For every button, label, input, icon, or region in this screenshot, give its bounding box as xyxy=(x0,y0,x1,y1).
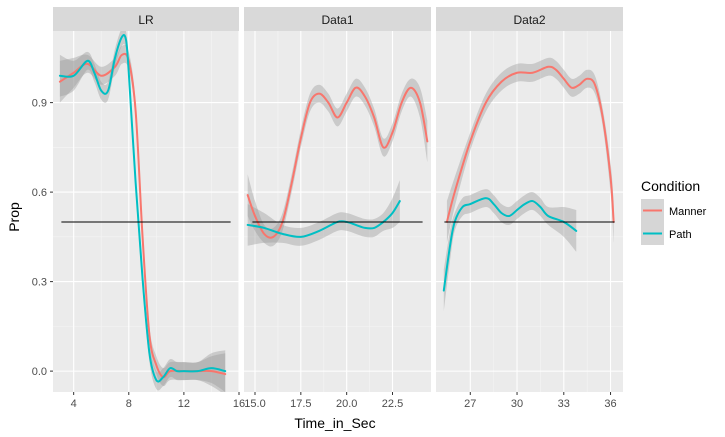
x-tick-label: 27 xyxy=(464,398,476,410)
panel-background xyxy=(244,31,431,392)
facet-strip xyxy=(244,7,431,31)
confidence-band-path xyxy=(247,180,400,246)
x-tick-label: 22.5 xyxy=(382,398,403,410)
facet-strip-label: Data2 xyxy=(513,13,545,27)
legend-entry-manner: Manner xyxy=(641,199,707,222)
y-axis-title: Prop xyxy=(6,202,22,232)
x-tick-label: 12 xyxy=(178,398,190,410)
y-tick-label: 0.3 xyxy=(32,277,47,289)
facet-strip-label: LR xyxy=(138,13,154,27)
x-tick-label: 8 xyxy=(126,398,132,410)
facet-lr: LR 4 8 12 16 xyxy=(53,7,245,410)
x-axis-title: Time_in_Sec xyxy=(294,415,375,431)
facet-panels: LR 4 8 12 16 Data1 15.0 17.5 20.0 22.5 Data2 27 30 33… xyxy=(53,7,623,410)
x-tick-label: 36 xyxy=(604,398,616,410)
y-axis: 0.0 0.3 0.6 0.9 xyxy=(32,98,53,378)
legend-label: Path xyxy=(669,229,692,241)
x-tick-label: 4 xyxy=(71,398,77,410)
panel-background xyxy=(53,31,239,392)
facet-strip xyxy=(436,7,623,31)
panel-background xyxy=(436,31,623,392)
series-line-path xyxy=(442,197,578,292)
series-group xyxy=(442,57,615,312)
x-tick-label: 33 xyxy=(558,398,570,410)
y-tick-label: 0.6 xyxy=(32,187,47,199)
x-tick-label: 16 xyxy=(233,398,245,410)
confidence-band-path xyxy=(443,189,577,312)
y-tick-label: 0.0 xyxy=(32,366,47,378)
x-tick-label: 15.0 xyxy=(244,398,265,410)
series-line-manner xyxy=(246,86,429,239)
legend-label: Manner xyxy=(669,206,707,218)
series-line-manner xyxy=(445,65,615,223)
x-tick-label: 17.5 xyxy=(290,398,311,410)
facet-strip xyxy=(53,7,239,31)
legend-title: Condition xyxy=(641,178,700,194)
facet-data2: Data2 27 30 33 36 xyxy=(436,7,623,410)
y-tick-label: 0.9 xyxy=(32,98,47,110)
legend: Condition Manner Path xyxy=(641,178,707,245)
legend-entry-path: Path xyxy=(641,222,692,245)
x-tick-label: 20.0 xyxy=(336,398,357,410)
series-group xyxy=(58,31,227,392)
x-tick-label: 30 xyxy=(511,398,523,410)
confidence-band-path xyxy=(59,31,226,392)
confidence-band-manner xyxy=(59,44,226,392)
series-line-path xyxy=(58,34,227,383)
facet-data1: Data1 15.0 17.5 20.0 22.5 xyxy=(244,7,431,410)
facet-strip-label: Data1 xyxy=(321,13,353,27)
confidence-band-manner xyxy=(247,78,428,247)
confidence-band-manner xyxy=(446,57,614,243)
